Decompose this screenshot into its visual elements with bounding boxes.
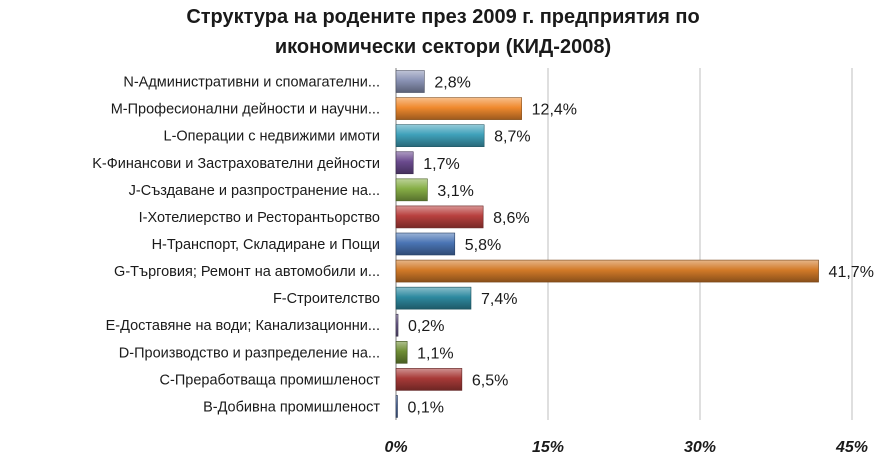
category-label: H-Транспорт, Складиране и Пощи <box>152 237 380 253</box>
x-tick-label: 30% <box>684 439 716 456</box>
value-label: 1,1% <box>417 345 453 362</box>
category-label: N-Административни и спомагателни... <box>123 75 380 91</box>
x-tick-label: 15% <box>532 439 564 456</box>
value-label: 8,7% <box>494 129 530 146</box>
bar <box>395 70 425 93</box>
category-label: I-Хотелиерство и Ресторантьорство <box>139 210 380 226</box>
value-label: 2,8% <box>434 75 470 92</box>
value-label: 0,1% <box>408 399 444 416</box>
value-label: 0,2% <box>408 318 444 335</box>
value-label: 3,1% <box>437 183 473 200</box>
value-label: 8,6% <box>493 210 529 227</box>
bar <box>395 232 456 256</box>
chart-title-line-1: Структура на родените през 2009 г. предп… <box>186 6 700 28</box>
bar <box>395 124 485 147</box>
chart-title-line-2: икономически сектори (КИД-2008) <box>274 36 612 58</box>
bar <box>395 151 414 175</box>
category-label: M-Професионални дейности и научни... <box>111 102 380 118</box>
value-label: 6,5% <box>472 372 508 389</box>
category-label: G-Търговия; Ремонт на автомобили и... <box>114 264 380 280</box>
bar <box>395 368 463 391</box>
bar <box>395 313 399 337</box>
bar <box>395 286 472 310</box>
category-label: E-Доставяне на води; Канализационни... <box>106 318 380 334</box>
bar <box>395 97 522 120</box>
category-label: K-Финансови и Застрахователни дейности <box>92 156 380 172</box>
x-tick-label: 45% <box>835 439 868 456</box>
bar <box>395 395 398 418</box>
bar <box>395 205 484 229</box>
category-label: D-Производство и разпределение на... <box>119 345 380 361</box>
value-label: 12,4% <box>532 102 577 119</box>
label-layer: 0% 15% 30% 45% N-Административни и спомагате… <box>92 75 874 456</box>
chart-title: Структура на родените през 2009 г. предп… <box>0 2 886 62</box>
category-label: C-Преработваща промишленост <box>160 372 381 388</box>
category-label: J-Създаване и разпространение на... <box>129 183 380 199</box>
bar <box>395 341 408 364</box>
value-label: 41,7% <box>829 264 874 281</box>
bar-layer <box>395 70 819 418</box>
category-label: B-Добивна промишленост <box>203 399 380 415</box>
category-label: L-Операции с недвижими имоти <box>164 129 381 145</box>
value-label: 1,7% <box>423 156 459 173</box>
bar <box>395 178 428 202</box>
x-tick-label: 0% <box>384 439 407 456</box>
bar <box>395 259 819 283</box>
value-label: 5,8% <box>465 237 501 254</box>
category-label: F-Строителство <box>273 291 380 307</box>
value-label: 7,4% <box>481 291 517 308</box>
